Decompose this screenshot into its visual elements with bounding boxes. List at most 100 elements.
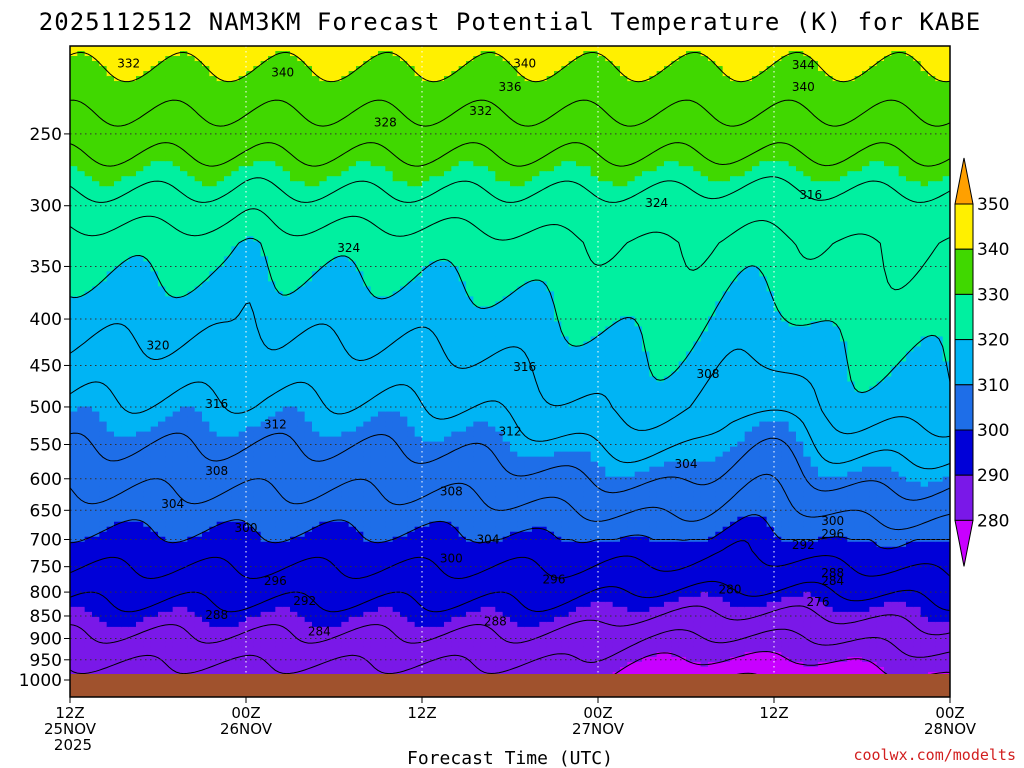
field-cell (297, 96, 306, 102)
field-cell (253, 56, 262, 62)
field-cell (77, 361, 86, 368)
field-cell (99, 76, 108, 82)
field-cell (77, 456, 86, 463)
field-cell (224, 236, 232, 242)
field-cell (319, 661, 328, 668)
field-cell (194, 131, 203, 137)
field-cell (326, 401, 335, 408)
field-cell (121, 611, 130, 618)
field-cell (304, 176, 313, 182)
field-cell (143, 76, 152, 82)
field-cell (290, 276, 298, 282)
field-cell (84, 101, 93, 107)
field-cell (165, 501, 174, 508)
field-cell (158, 161, 166, 167)
field-cell (209, 611, 218, 618)
field-cell (290, 566, 298, 573)
field-cell (260, 616, 269, 623)
field-cell (319, 266, 328, 272)
field-cell (106, 586, 115, 593)
field-cell (77, 236, 86, 242)
field-cell (275, 481, 284, 488)
field-cell (194, 341, 203, 348)
field-cell (216, 431, 225, 438)
field-cell (128, 171, 137, 177)
field-cell (158, 511, 166, 518)
field-cell (202, 606, 210, 613)
field-cell (180, 271, 188, 277)
field-cell (209, 516, 218, 523)
field-cell (187, 476, 196, 483)
field-cell (341, 111, 350, 117)
field-cell (136, 326, 144, 333)
field-cell (99, 186, 108, 192)
field-cell (150, 296, 159, 302)
field-cell (172, 586, 181, 593)
field-cell (92, 491, 100, 498)
field-cell (180, 536, 188, 543)
field-cell (194, 461, 203, 468)
field-cell (260, 351, 269, 358)
field-cell (290, 311, 298, 318)
field-cell (297, 151, 306, 157)
field-cell (231, 636, 240, 643)
field-cell (202, 216, 210, 222)
field-cell (216, 291, 225, 297)
field-cell (334, 306, 342, 313)
field-cell (187, 166, 196, 172)
field-cell (92, 176, 100, 182)
field-cell (77, 76, 86, 82)
field-cell (136, 276, 144, 282)
field-cell (246, 436, 254, 443)
field-cell (209, 541, 218, 548)
field-cell (275, 416, 284, 423)
field-cell (290, 301, 298, 307)
field-cell (194, 456, 203, 463)
field-cell (165, 281, 174, 287)
field-cell (224, 646, 232, 653)
field-cell (70, 531, 78, 538)
field-cell (260, 386, 269, 393)
field-cell (99, 261, 108, 267)
field-cell (238, 406, 247, 413)
field-cell (334, 446, 342, 453)
field-cell (246, 546, 254, 553)
field-cell (246, 541, 254, 548)
field-cell (128, 401, 137, 408)
field-cell (99, 501, 108, 508)
field-cell (172, 496, 181, 503)
field-cell (99, 546, 108, 553)
field-cell (268, 221, 276, 227)
field-cell (136, 366, 144, 373)
field-cell (312, 616, 320, 623)
field-cell (84, 391, 93, 398)
field-cell (187, 546, 196, 553)
field-cell (238, 321, 247, 328)
field-cell (202, 371, 210, 378)
field-cell (99, 651, 108, 658)
field-cell (121, 561, 130, 568)
field-cell (319, 136, 328, 142)
field-cell (260, 666, 269, 673)
field-cell (326, 551, 335, 558)
field-cell (194, 246, 203, 252)
field-cell (158, 376, 166, 383)
field-cell (282, 396, 291, 403)
field-cell (99, 91, 108, 97)
field-cell (99, 531, 108, 538)
field-cell (260, 571, 269, 578)
field-cell (224, 441, 232, 448)
field-cell (158, 151, 166, 157)
field-cell (121, 556, 130, 563)
field-cell (238, 381, 247, 388)
field-cell (224, 481, 232, 488)
field-cell (143, 366, 152, 373)
field-cell (290, 136, 298, 142)
field-cell (136, 251, 144, 257)
field-cell (297, 261, 306, 267)
field-cell (238, 211, 247, 217)
field-cell (253, 586, 262, 593)
field-cell (231, 226, 240, 232)
field-cell (268, 266, 276, 272)
field-cell (224, 176, 232, 182)
